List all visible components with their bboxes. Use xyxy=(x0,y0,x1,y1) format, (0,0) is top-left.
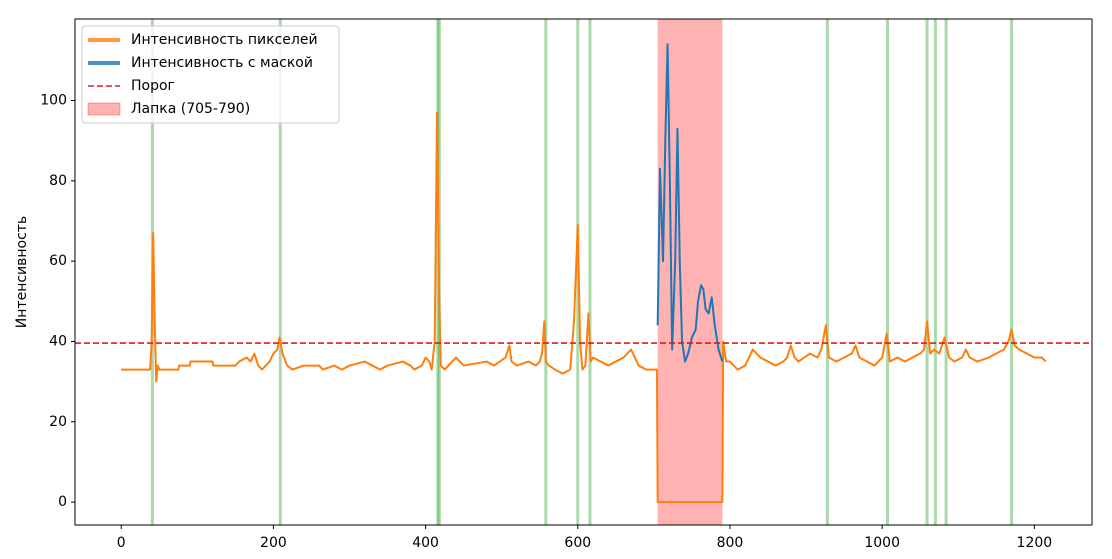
y-tick-label: 0 xyxy=(58,494,67,510)
y-tick-label: 40 xyxy=(49,333,67,349)
y-axis-label: Интенсивность xyxy=(14,216,30,328)
span xyxy=(657,19,723,525)
legend-swatch xyxy=(87,102,121,116)
legend-label: Интенсивность с маской xyxy=(131,55,313,71)
legend-label: Порог xyxy=(131,78,175,94)
y-tick-label: 20 xyxy=(49,414,67,430)
x-tick-label: 200 xyxy=(260,535,287,551)
x-tick-label: 400 xyxy=(412,535,439,551)
series-line xyxy=(121,111,1047,504)
legend-box xyxy=(81,25,340,124)
x-tick-label: 600 xyxy=(564,535,591,551)
plot xyxy=(75,19,1092,525)
x-tick-label: 1200 xyxy=(1017,535,1053,551)
series-line xyxy=(656,43,724,363)
legend-label: Лапка (705-790) xyxy=(131,101,250,117)
x-tick-label: 0 xyxy=(117,535,126,551)
x-tick-label: 1000 xyxy=(864,535,900,551)
axes-frame xyxy=(74,18,1093,526)
x-tick-label: 800 xyxy=(717,535,744,551)
y-tick-label: 60 xyxy=(49,253,67,269)
legend-label: Интенсивность пикселей xyxy=(131,32,318,48)
y-tick-label: 80 xyxy=(49,173,67,189)
y-tick-label: 100 xyxy=(40,93,67,109)
